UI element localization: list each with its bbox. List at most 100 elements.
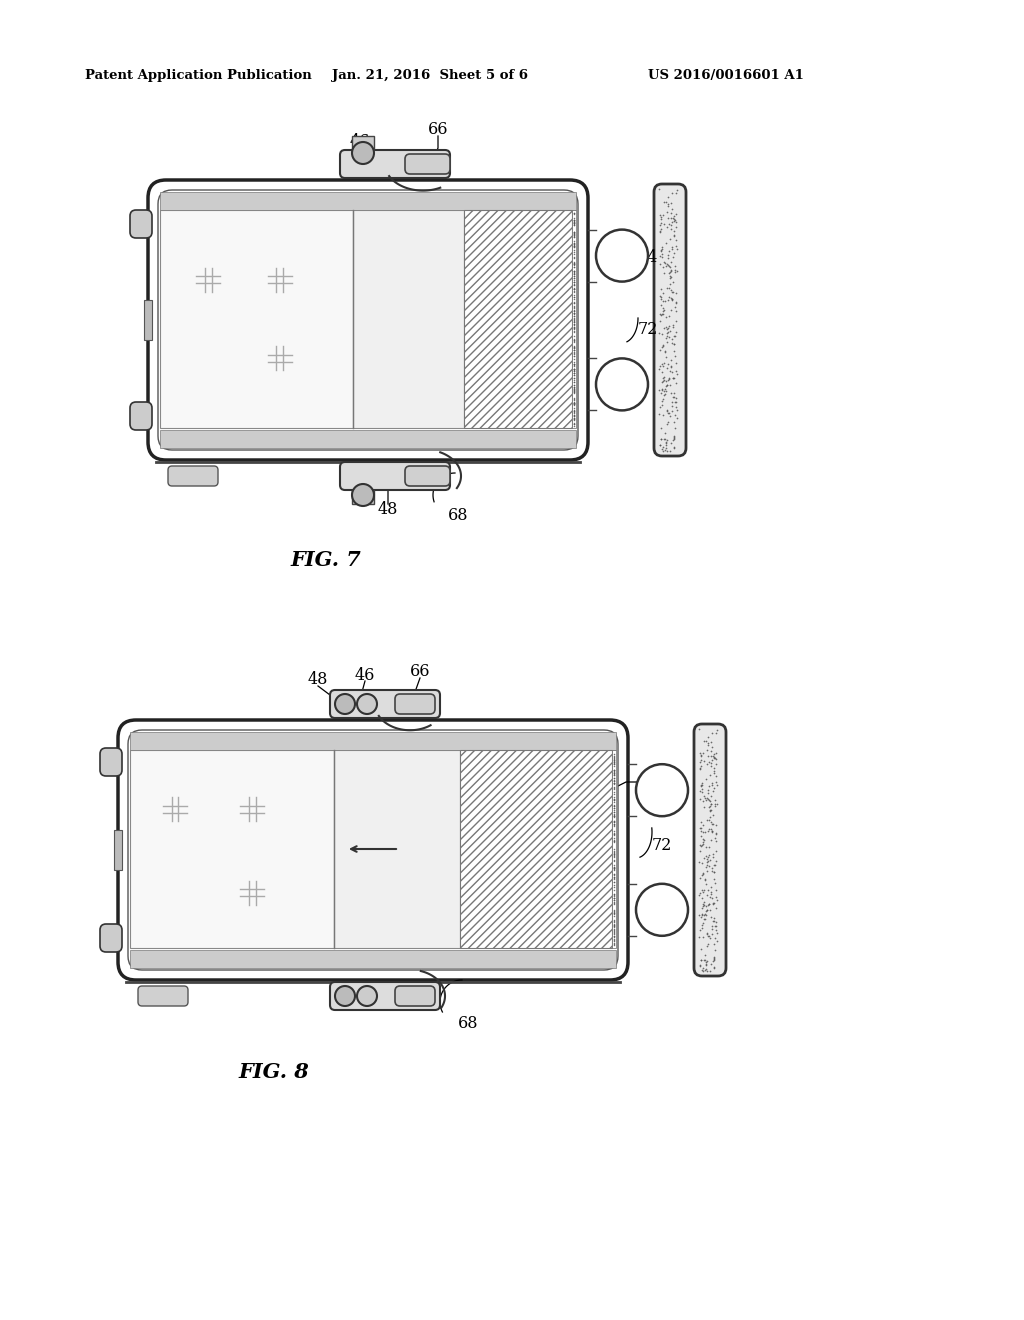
Point: [692, 836, 709, 857]
Point: [694, 913, 711, 935]
Point: [655, 368, 672, 389]
FancyBboxPatch shape: [406, 154, 450, 174]
Point: [566, 317, 583, 338]
Point: [606, 801, 623, 822]
Point: [696, 892, 713, 913]
Point: [566, 354, 583, 375]
Point: [658, 327, 675, 348]
Point: [566, 292, 583, 313]
Bar: [460, 750, 612, 948]
Point: [703, 924, 720, 945]
Point: [566, 346, 583, 367]
Point: [693, 775, 710, 796]
Point: [705, 950, 721, 972]
Point: [696, 960, 713, 981]
Point: [696, 949, 713, 970]
Point: [656, 214, 673, 235]
Point: [658, 374, 675, 395]
Point: [566, 297, 583, 318]
Point: [652, 294, 669, 315]
Point: [606, 850, 623, 871]
Point: [656, 384, 673, 405]
Point: [566, 247, 583, 268]
Point: [696, 949, 713, 970]
Point: [566, 302, 583, 323]
Point: [566, 224, 583, 246]
Point: [566, 359, 583, 380]
Point: [662, 268, 678, 289]
Point: [566, 269, 583, 290]
Point: [566, 376, 583, 397]
Point: [663, 260, 679, 281]
Point: [566, 401, 583, 422]
Point: [606, 931, 623, 952]
Point: [653, 213, 670, 234]
Point: [654, 256, 671, 277]
Point: [658, 371, 675, 392]
Point: [566, 392, 583, 413]
Point: [566, 268, 583, 289]
Point: [695, 894, 712, 915]
Point: [652, 286, 669, 308]
Point: [700, 751, 717, 772]
Point: [606, 915, 623, 936]
Circle shape: [596, 359, 648, 411]
Point: [666, 333, 682, 354]
Point: [566, 400, 583, 421]
Point: [566, 224, 583, 246]
Point: [659, 195, 676, 216]
Point: [663, 260, 679, 281]
Point: [666, 412, 682, 433]
Point: [696, 908, 713, 929]
Point: [706, 760, 722, 781]
Point: [663, 215, 679, 236]
Point: [606, 779, 623, 800]
Point: [606, 795, 623, 816]
Text: 72: 72: [638, 322, 658, 338]
Point: [655, 335, 672, 356]
Point: [700, 895, 717, 916]
FancyBboxPatch shape: [148, 180, 588, 459]
Point: [606, 846, 623, 867]
Point: [606, 814, 623, 836]
Point: [606, 805, 623, 826]
Point: [566, 375, 583, 396]
Point: [664, 329, 680, 350]
Point: [606, 915, 623, 936]
Point: [707, 873, 723, 894]
Point: [606, 746, 623, 767]
Point: [658, 438, 675, 459]
Point: [606, 771, 623, 792]
FancyBboxPatch shape: [168, 466, 218, 486]
Point: [664, 300, 680, 321]
Point: [606, 751, 623, 772]
Point: [651, 246, 668, 267]
Point: [705, 888, 721, 909]
Bar: [160, 430, 575, 447]
Point: [668, 216, 684, 238]
Point: [566, 351, 583, 372]
Point: [662, 265, 678, 286]
Point: [694, 743, 711, 764]
Point: [707, 795, 723, 816]
Point: [666, 426, 682, 447]
Point: [566, 279, 583, 300]
Point: [702, 812, 719, 833]
Circle shape: [352, 143, 374, 164]
FancyBboxPatch shape: [118, 719, 628, 979]
Point: [666, 317, 682, 338]
Point: [566, 413, 583, 434]
Point: [606, 858, 623, 879]
Point: [566, 358, 583, 379]
FancyBboxPatch shape: [130, 210, 152, 238]
Point: [653, 372, 670, 393]
Point: [606, 855, 623, 876]
Point: [707, 916, 723, 937]
Point: [606, 869, 623, 890]
Point: [666, 428, 682, 449]
Point: [668, 388, 684, 409]
Point: [666, 243, 682, 264]
Point: [669, 400, 685, 421]
Point: [665, 367, 681, 388]
Point: [692, 949, 709, 970]
